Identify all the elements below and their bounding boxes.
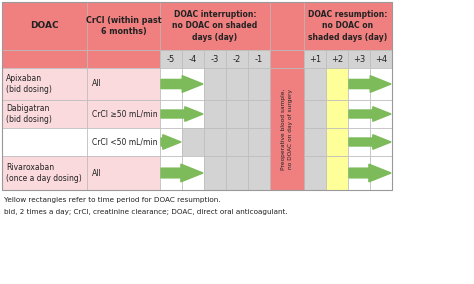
Bar [2, 2, 392, 190]
Bar [248, 100, 270, 128]
Text: DOAC interruption:
no DOAC on shaded
days (day): DOAC interruption: no DOAC on shaded day… [173, 11, 258, 41]
Bar [348, 50, 370, 68]
Bar [160, 68, 182, 100]
Bar [204, 50, 226, 68]
Text: +4: +4 [375, 55, 387, 64]
Text: CrCl <50 mL/min: CrCl <50 mL/min [92, 137, 157, 147]
Bar [87, 128, 160, 156]
Polygon shape [349, 135, 391, 149]
Bar [160, 50, 182, 68]
Text: -2: -2 [233, 55, 241, 64]
Bar [2, 50, 87, 68]
Bar [304, 68, 326, 100]
Text: +2: +2 [331, 55, 343, 64]
Text: Apixaban
(bid dosing): Apixaban (bid dosing) [6, 74, 52, 94]
Polygon shape [349, 164, 391, 182]
Text: Dabigatran
(bid dosing): Dabigatran (bid dosing) [6, 104, 52, 124]
Text: CrCl (within past
6 months): CrCl (within past 6 months) [86, 16, 161, 36]
Polygon shape [161, 135, 181, 149]
Polygon shape [349, 107, 391, 121]
Bar [326, 128, 348, 156]
Bar [348, 68, 370, 100]
Bar [87, 50, 160, 68]
Polygon shape [161, 107, 203, 121]
Bar [182, 68, 204, 100]
Bar [204, 68, 226, 100]
Bar [326, 156, 348, 190]
Bar [326, 50, 348, 68]
Bar [248, 68, 270, 100]
Bar [270, 68, 304, 190]
Bar [248, 50, 270, 68]
Bar [2, 128, 87, 156]
Bar [348, 156, 370, 190]
Polygon shape [161, 164, 203, 182]
Bar [160, 100, 182, 128]
Bar [160, 128, 182, 156]
Bar [304, 100, 326, 128]
Bar [370, 128, 392, 156]
Text: Rivaroxaban
(once a day dosing): Rivaroxaban (once a day dosing) [6, 163, 82, 183]
Bar [204, 128, 226, 156]
Bar [370, 68, 392, 100]
Bar [2, 68, 87, 100]
Bar [2, 100, 87, 128]
Polygon shape [161, 76, 203, 92]
Text: DOAC: DOAC [30, 22, 59, 30]
Bar [2, 2, 392, 50]
Bar [160, 156, 182, 190]
Bar [226, 100, 248, 128]
Bar [370, 50, 392, 68]
Text: All: All [92, 168, 102, 178]
Bar [226, 68, 248, 100]
Bar [87, 68, 160, 100]
Bar [370, 156, 392, 190]
Text: +1: +1 [309, 55, 321, 64]
Bar [270, 50, 304, 68]
Bar [204, 100, 226, 128]
Bar [226, 128, 248, 156]
Bar [348, 100, 370, 128]
Bar [326, 100, 348, 128]
Bar [226, 50, 248, 68]
Bar [226, 156, 248, 190]
Text: -3: -3 [211, 55, 219, 64]
Text: CrCl ≥50 mL/min: CrCl ≥50 mL/min [92, 110, 158, 118]
Text: -4: -4 [189, 55, 197, 64]
Bar [182, 100, 204, 128]
Bar [248, 156, 270, 190]
Bar [87, 100, 160, 128]
Bar [87, 156, 160, 190]
Text: All: All [92, 80, 102, 89]
Text: -5: -5 [167, 55, 175, 64]
Text: +3: +3 [353, 55, 365, 64]
Bar [182, 156, 204, 190]
Bar [304, 156, 326, 190]
Bar [304, 128, 326, 156]
Polygon shape [349, 76, 391, 92]
Bar [370, 100, 392, 128]
Bar [348, 128, 370, 156]
Bar [204, 156, 226, 190]
Bar [326, 68, 348, 100]
Text: -1: -1 [255, 55, 263, 64]
Text: DOAC resumption:
no DOAC on
shaded days (day): DOAC resumption: no DOAC on shaded days … [308, 11, 388, 41]
Bar [248, 128, 270, 156]
Bar [182, 50, 204, 68]
Text: bid, 2 times a day; CrCl, creatinine clearance; DOAC, direct oral anticoagulant.: bid, 2 times a day; CrCl, creatinine cle… [4, 209, 288, 215]
Bar [304, 50, 326, 68]
Bar [2, 156, 87, 190]
Text: Preoperative blood sample,
no DOAC on day of surgery: Preoperative blood sample, no DOAC on da… [282, 88, 292, 170]
Text: Yellow rectangles refer to time period for DOAC resumption.: Yellow rectangles refer to time period f… [4, 197, 220, 203]
Bar [182, 128, 204, 156]
